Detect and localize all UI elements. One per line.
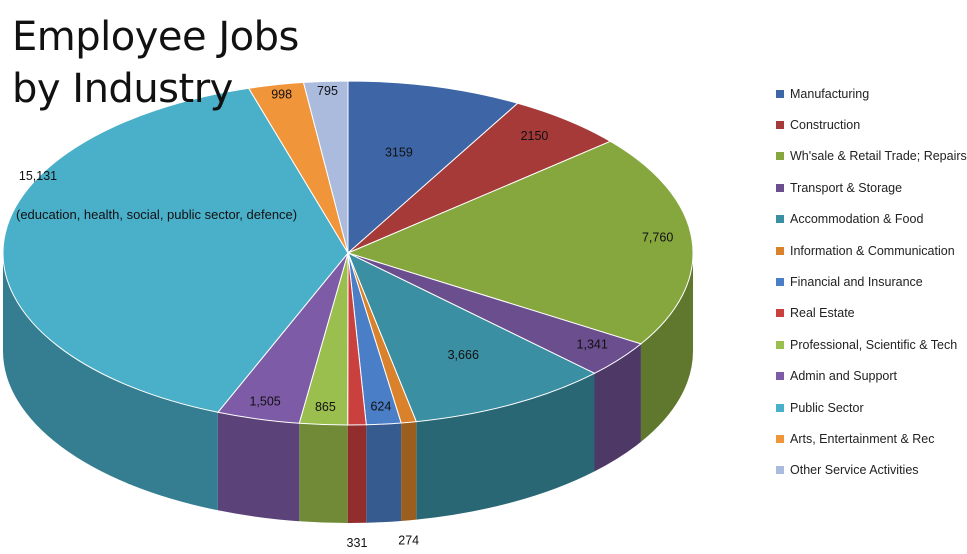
chart-legend: Manufacturing Construction Wh'sale & Retai… xyxy=(776,78,967,486)
pie-slice-accommodation-food xyxy=(347,251,596,423)
legend-item-real-estate: Real Estate xyxy=(776,298,967,329)
legend-swatch xyxy=(776,246,784,255)
legend-label: Other Service Activities xyxy=(790,463,919,478)
legend-swatch xyxy=(776,309,784,318)
legend-item-professional-scientific-tech: Professional, Scientific & Tech xyxy=(776,329,967,360)
legend-swatch xyxy=(776,340,784,349)
pie-side-real-estate xyxy=(347,424,367,523)
pie-side-public-sector xyxy=(3,253,218,511)
legend-item-wh-sale-retail-trade-repairs: Wh'sale & Retail Trade; Repairs xyxy=(776,141,967,172)
data-label-other-service-activities: 795 xyxy=(317,84,338,98)
data-label-public-sector: 15,131 xyxy=(19,169,57,183)
legend-item-arts-entertainment-rec: Arts, Entertainment & Rec xyxy=(776,423,967,454)
legend-swatch xyxy=(776,434,784,443)
pie-side-walls xyxy=(3,253,693,523)
chart-title-line-1: Employee Jobs xyxy=(12,14,299,60)
legend-swatch xyxy=(776,89,784,98)
data-label-real-estate: 331 xyxy=(347,536,368,550)
data-label-accommodation-food: 3,666 xyxy=(448,348,479,362)
pie-side-admin-and-support xyxy=(217,412,300,522)
data-label-manufacturing: 3159 xyxy=(385,146,413,160)
data-label-wh-sale-retail-trade-repairs: 7,760 xyxy=(642,230,673,244)
data-label-construction: 2150 xyxy=(521,129,549,143)
legend-label: Transport & Storage xyxy=(790,180,903,195)
data-label-admin-and-support: 1,505 xyxy=(249,395,280,409)
data-label-information-communication: 274 xyxy=(398,533,419,547)
chart-title-line-2: by Industry xyxy=(12,66,233,112)
data-label-financial-and-insurance: 624 xyxy=(370,399,391,413)
pie-side-financial-and-insurance xyxy=(366,422,402,523)
legend-item-accommodation-food: Accommodation & Food xyxy=(776,204,967,235)
legend-swatch xyxy=(776,121,784,130)
legend-item-financial-and-insurance: Financial and Insurance xyxy=(776,266,967,297)
legend-label: Information & Communication xyxy=(790,243,955,258)
legend-label: Real Estate xyxy=(790,306,855,321)
pie-side-transport-storage xyxy=(594,343,641,472)
legend-swatch xyxy=(776,403,784,412)
legend-label: Wh'sale & Retail Trade; Repairs xyxy=(790,149,967,164)
data-label-transport-storage: 1,341 xyxy=(577,338,608,352)
legend-swatch xyxy=(776,183,784,192)
legend-label: Construction xyxy=(790,118,861,133)
legend-label: Public Sector xyxy=(790,400,864,415)
pie-side-accommodation-food xyxy=(416,373,595,520)
pie-slice-other-service-activities xyxy=(302,80,349,254)
pie-data-labels: 3159 2150 7,760 1,341 3,666 274 624 331 865 1,505… xyxy=(16,84,673,550)
legend-label: Arts, Entertainment & Rec xyxy=(790,431,935,446)
legend-item-public-sector: Public Sector xyxy=(776,392,967,423)
legend-swatch xyxy=(776,278,784,287)
legend-item-construction: Construction xyxy=(776,109,967,140)
legend-item-manufacturing: Manufacturing xyxy=(776,78,967,109)
legend-item-other-service-activities: Other Service Activities xyxy=(776,455,967,486)
legend-label: Professional, Scientific & Tech xyxy=(790,337,958,352)
legend-label: Admin and Support xyxy=(790,369,898,384)
pie-top-faces xyxy=(2,80,694,426)
legend-label: Manufacturing xyxy=(790,86,870,101)
pie-side-information-communication xyxy=(401,421,417,521)
legend-item-admin-and-support: Admin and Support xyxy=(776,361,967,392)
pie-slice-wh-sale-retail-trade-repairs xyxy=(346,140,694,345)
pie-slice-public-sector xyxy=(2,87,349,413)
data-label-arts-entertainment-rec: 998 xyxy=(271,87,292,101)
pie-side-professional-scientific-tech xyxy=(299,423,348,523)
data-note-public-sector: (education, health, social, public secto… xyxy=(16,207,297,222)
pie-slice-manufacturing xyxy=(347,80,519,255)
legend-swatch xyxy=(776,152,784,161)
legend-item-information-communication: Information & Communication xyxy=(776,235,967,266)
legend-label: Financial and Insurance xyxy=(790,275,923,290)
legend-swatch xyxy=(776,372,784,381)
data-label-professional-scientific-tech: 865 xyxy=(315,400,336,414)
legend-swatch xyxy=(776,466,784,475)
legend-item-transport-storage: Transport & Storage xyxy=(776,172,967,203)
legend-label: Accommodation & Food xyxy=(790,212,924,227)
legend-swatch xyxy=(776,215,784,224)
